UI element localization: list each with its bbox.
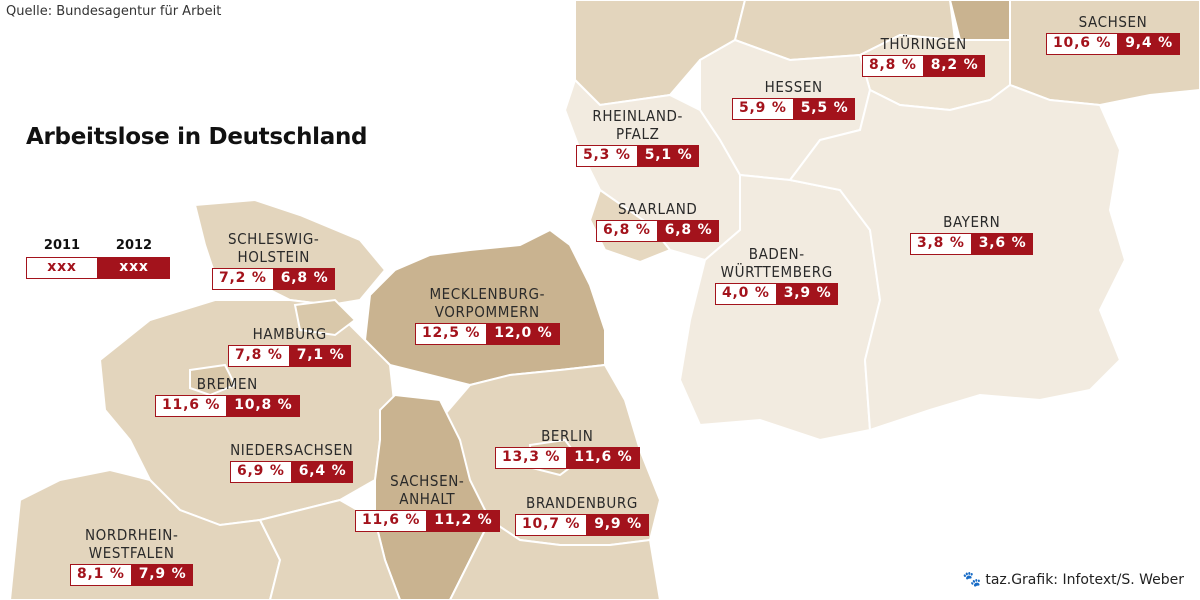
legend-swatch: xxx xxx — [26, 257, 170, 279]
legend-year-2011: 2011 — [43, 238, 81, 253]
state-values: 6,9 % 6,4 % — [230, 461, 354, 483]
value-2012: 6,8 % — [657, 220, 720, 242]
state-name: BRANDENBURG — [526, 494, 638, 512]
state-name: THÜRINGEN — [880, 35, 967, 53]
state-values: 11,6 % 10,8 % — [155, 395, 300, 417]
value-2012: 7,1 % — [289, 345, 352, 367]
state-label-niedersachsen: NIEDERSACHSEN 6,9 % 6,4 % — [230, 441, 354, 483]
state-values: 10,7 % 9,9 % — [515, 514, 649, 536]
legend-2012-swatch: xxx — [98, 257, 170, 279]
state-label-nordrhein-westfalen: NORDRHEIN- WESTFALEN 8,1 % 7,9 % — [70, 526, 194, 586]
value-2012: 5,5 % — [793, 98, 856, 120]
state-values: 5,9 % 5,5 % — [732, 98, 856, 120]
value-2011: 12,5 % — [415, 323, 488, 345]
value-2011: 6,9 % — [230, 461, 292, 483]
state-values: 6,8 % 6,8 % — [596, 220, 720, 242]
value-2011: 8,1 % — [70, 564, 132, 586]
state-name: BADEN- WÜRTTEMBERG — [720, 245, 833, 281]
state-name: NORDRHEIN- WESTFALEN — [84, 526, 179, 562]
legend: 2011 2012 xxx xxx — [26, 238, 170, 279]
state-values: 11,6 % 11,2 % — [355, 510, 500, 532]
value-2012: 11,6 % — [567, 447, 640, 469]
state-values: 7,2 % 6,8 % — [212, 268, 336, 290]
value-2011: 11,6 % — [355, 510, 428, 532]
map-title: Arbeitslose in Deutschland — [26, 124, 368, 150]
state-name: SAARLAND — [617, 200, 698, 218]
value-2012: 8,2 % — [923, 55, 986, 77]
state-label-baden-wuerttemberg: BADEN- WÜRTTEMBERG 4,0 % 3,9 % — [715, 245, 839, 305]
value-2012: 5,1 % — [637, 145, 700, 167]
region-sachsen-bottom — [448, 518, 662, 600]
state-values: 5,3 % 5,1 % — [576, 145, 700, 167]
value-2012: 3,6 % — [971, 233, 1034, 255]
state-values: 3,8 % 3,6 % — [910, 233, 1034, 255]
region-hamburg — [293, 298, 357, 337]
legend-year-2012: 2012 — [115, 238, 153, 253]
value-2011: 10,7 % — [515, 514, 588, 536]
state-label-schleswig-holstein: SCHLESWIG- HOLSTEIN 7,2 % 6,8 % — [212, 230, 336, 290]
state-name: RHEINLAND- PFALZ — [592, 107, 683, 143]
state-label-berlin: BERLIN 13,3 % 11,6 % — [495, 427, 640, 469]
state-name: BREMEN — [196, 375, 258, 393]
state-label-hessen: HESSEN 5,9 % 5,5 % — [732, 78, 856, 120]
credit-text: taz.Grafik: Infotext/S. Weber — [985, 572, 1184, 588]
value-2012: 12,0 % — [487, 323, 560, 345]
source-note: Quelle: Bundesagentur für Arbeit — [6, 4, 222, 19]
region-sachsen-anhalt-top — [948, 0, 1011, 41]
value-2011: 11,6 % — [155, 395, 228, 417]
value-2011: 7,2 % — [212, 268, 274, 290]
value-2012: 10,8 % — [227, 395, 300, 417]
state-name: BERLIN — [541, 427, 594, 445]
value-2011: 5,3 % — [576, 145, 638, 167]
state-name: BAYERN — [943, 213, 1001, 231]
legend-2011-swatch: xxx — [26, 257, 98, 279]
value-2011: 13,3 % — [495, 447, 568, 469]
state-values: 8,1 % 7,9 % — [70, 564, 194, 586]
state-label-brandenburg: BRANDENBURG 10,7 % 9,9 % — [515, 494, 649, 536]
state-values: 4,0 % 3,9 % — [715, 283, 839, 305]
state-label-rheinland-pfalz: RHEINLAND- PFALZ 5,3 % 5,1 % — [576, 107, 700, 167]
state-values: 8,8 % 8,2 % — [862, 55, 986, 77]
state-values: 7,8 % 7,1 % — [228, 345, 352, 367]
state-label-thueringen: THÜRINGEN 8,8 % 8,2 % — [862, 35, 986, 77]
value-2011: 6,8 % — [596, 220, 658, 242]
state-label-mecklenburg-vorpommern: MECKLENBURG- VORPOMMERN 12,5 % 12,0 % — [415, 285, 560, 345]
state-label-bremen: BREMEN 11,6 % 10,8 % — [155, 375, 300, 417]
credit: 🐾 taz.Grafik: Infotext/S. Weber — [963, 570, 1184, 588]
value-2012: 3,9 % — [776, 283, 839, 305]
value-2012: 11,2 % — [427, 510, 500, 532]
region-bayern — [788, 83, 1127, 432]
value-2011: 3,8 % — [910, 233, 972, 255]
state-name: SCHLESWIG- HOLSTEIN — [227, 230, 320, 266]
value-2012: 7,9 % — [131, 564, 194, 586]
paw-icon: 🐾 — [962, 570, 982, 588]
state-values: 12,5 % 12,0 % — [415, 323, 560, 345]
value-2011: 4,0 % — [715, 283, 777, 305]
state-name: MECKLENBURG- VORPOMMERN — [429, 285, 546, 321]
state-label-saarland: SAARLAND 6,8 % 6,8 % — [596, 200, 720, 242]
state-label-sachsen: SACHSEN 10,6 % 9,4 % — [1046, 13, 1180, 55]
region-bremen — [189, 363, 237, 397]
value-2012: 9,4 % — [1118, 33, 1180, 55]
state-label-sachsen-anhalt: SACHSEN- ANHALT 11,6 % 11,2 % — [355, 472, 500, 532]
value-2011: 10,6 % — [1046, 33, 1119, 55]
state-name: HAMBURG — [252, 325, 327, 343]
state-name: NIEDERSACHSEN — [230, 441, 354, 459]
value-2012: 9,9 % — [587, 514, 649, 536]
legend-years: 2011 2012 — [26, 238, 170, 253]
state-name: SACHSEN- ANHALT — [390, 472, 465, 508]
state-values: 10,6 % 9,4 % — [1046, 33, 1180, 55]
state-label-hamburg: HAMBURG 7,8 % 7,1 % — [228, 325, 352, 367]
state-values: 13,3 % 11,6 % — [495, 447, 640, 469]
value-2011: 5,9 % — [732, 98, 794, 120]
state-label-bayern: BAYERN 3,8 % 3,6 % — [910, 213, 1034, 255]
value-2011: 7,8 % — [228, 345, 290, 367]
region-mecklenburg-vorpommern — [363, 228, 606, 387]
value-2012: 6,8 % — [273, 268, 336, 290]
value-2011: 8,8 % — [862, 55, 924, 77]
state-name: SACHSEN — [1078, 13, 1148, 31]
state-name: HESSEN — [764, 78, 823, 96]
value-2012: 6,4 % — [291, 461, 354, 483]
